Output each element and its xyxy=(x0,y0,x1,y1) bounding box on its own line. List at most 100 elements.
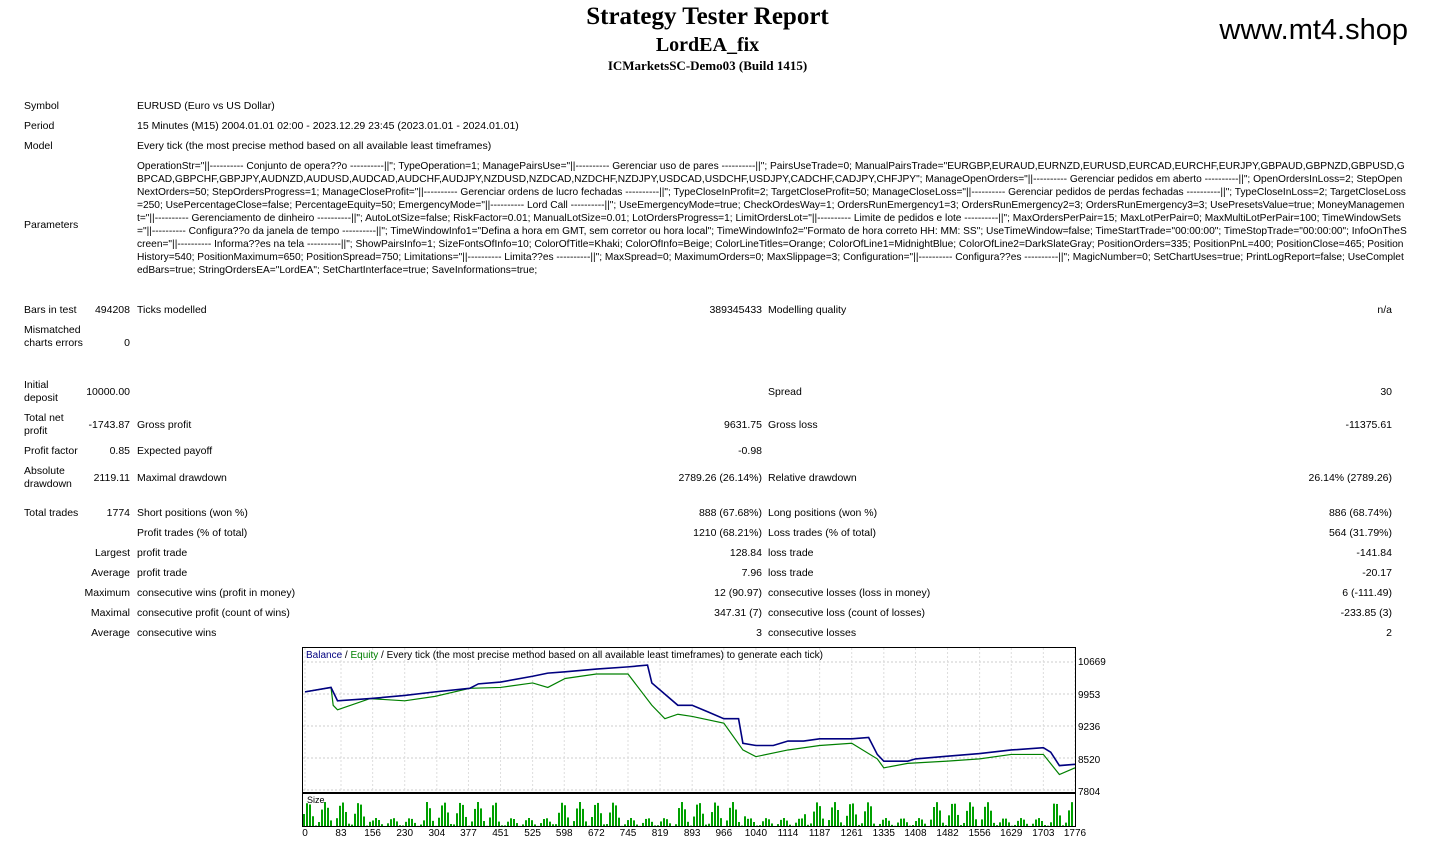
size-bar xyxy=(510,818,512,826)
size-bar xyxy=(507,821,509,826)
size-bar xyxy=(624,824,626,826)
size-bar xyxy=(669,823,671,826)
size-bar xyxy=(693,816,695,826)
ticks-value: 389345433 xyxy=(709,304,762,316)
size-bar xyxy=(864,811,866,826)
chart-legend: Balance / Equity / Every tick (the most … xyxy=(306,650,823,661)
size-bar xyxy=(906,822,908,826)
size-bar xyxy=(498,821,500,826)
size-bar xyxy=(504,825,506,826)
size-bar xyxy=(948,815,950,826)
size-bar xyxy=(885,818,887,826)
size-bar xyxy=(816,802,818,826)
average2-losses-value: 2 xyxy=(1386,627,1392,639)
average2-wins-value: 3 xyxy=(756,627,762,639)
size-bar xyxy=(846,815,848,826)
symbol-value: EURUSD (Euro vs US Dollar) xyxy=(137,100,275,112)
size-bar xyxy=(702,813,704,826)
ptrades-value: 1210 (68.21%) xyxy=(693,527,762,539)
largest-loss-label: loss trade xyxy=(768,547,814,559)
size-bar xyxy=(1017,820,1019,826)
size-bar xyxy=(546,818,548,826)
size-bar xyxy=(1023,819,1025,826)
size-bar xyxy=(387,823,389,826)
ea-name: LordEA_fix xyxy=(655,34,760,56)
size-bar xyxy=(531,820,533,826)
size-bar xyxy=(1056,803,1058,826)
report-title: Strategy Tester Report xyxy=(586,3,829,30)
size-chart: Size xyxy=(302,793,1076,827)
maximum-loss-value: 6 (-111.49) xyxy=(1342,587,1392,599)
size-bar xyxy=(954,803,956,826)
size-bar xyxy=(918,818,920,826)
size-bar xyxy=(327,807,329,826)
short-label: Short positions (won %) xyxy=(137,507,248,519)
size-bar xyxy=(714,802,716,826)
size-bar xyxy=(903,818,905,826)
size-bar xyxy=(735,809,737,826)
maximum-label: Maximum xyxy=(84,587,130,599)
size-bar xyxy=(711,812,713,826)
size-bar xyxy=(747,818,749,826)
size-bar xyxy=(957,814,959,826)
absdd-value: 2119.11 xyxy=(93,472,130,484)
size-bar xyxy=(870,806,872,826)
size-bar xyxy=(807,824,809,826)
size-bar xyxy=(1035,819,1037,826)
size-bar xyxy=(630,818,632,826)
size-bar xyxy=(759,825,761,826)
maximal-profit-label: consecutive profit (count of wins) xyxy=(137,607,290,619)
size-bar xyxy=(738,821,740,826)
size-bar xyxy=(390,819,392,826)
size-bar xyxy=(450,823,452,826)
size-bar xyxy=(501,825,503,826)
x-tick-label: 377 xyxy=(460,828,477,839)
size-bar xyxy=(789,824,791,826)
size-bar xyxy=(549,821,551,826)
size-bar xyxy=(975,819,977,826)
x-tick-label: 1408 xyxy=(904,828,927,839)
account-info: ICMarketsSC-Demo03 (Build 1415) xyxy=(607,58,808,73)
size-bar xyxy=(1059,815,1061,826)
size-bar xyxy=(423,820,425,826)
size-bar xyxy=(951,803,953,826)
size-bar xyxy=(795,822,797,826)
size-bar xyxy=(861,823,863,826)
x-tick-label: 1482 xyxy=(936,828,959,839)
x-tick-label: 1335 xyxy=(872,828,895,839)
size-bar xyxy=(642,822,644,826)
size-bar xyxy=(666,819,668,826)
long-label: Long positions (won %) xyxy=(768,507,878,519)
x-tick-label: 893 xyxy=(683,828,701,839)
size-bar xyxy=(525,820,527,826)
parameters-label: Parameters xyxy=(24,219,79,231)
spread-value: 30 xyxy=(1380,386,1392,398)
ptrades-label: Profit trades (% of total) xyxy=(137,527,248,539)
size-bar xyxy=(603,824,605,826)
size-bar xyxy=(579,802,581,826)
symbol-label: Symbol xyxy=(24,100,60,112)
size-bar xyxy=(606,824,608,826)
size-bar xyxy=(399,825,401,826)
size-bar xyxy=(939,810,941,826)
maximal-loss-value: -233.85 (3) xyxy=(1340,607,1392,619)
size-bar xyxy=(543,819,545,826)
x-tick-label: 1187 xyxy=(808,828,831,839)
size-bar xyxy=(426,802,428,826)
size-bar xyxy=(336,818,338,826)
x-tick-label: 1703 xyxy=(1032,828,1055,839)
size-label: Size xyxy=(307,795,325,805)
size-bar xyxy=(1020,818,1022,826)
reldd-label: Relative drawdown xyxy=(768,472,857,484)
x-tick-label: 451 xyxy=(492,828,509,839)
payoff-value: -0.98 xyxy=(738,445,762,457)
size-bar xyxy=(318,822,320,826)
size-bar xyxy=(777,824,779,826)
size-bar xyxy=(438,817,440,826)
average2-label: Average xyxy=(91,627,130,639)
maxdd-value: 2789.26 (26.14%) xyxy=(678,472,762,484)
trades-value: 1774 xyxy=(106,507,130,519)
size-bar xyxy=(960,825,962,826)
size-bar xyxy=(633,820,635,826)
size-bar xyxy=(645,818,647,826)
